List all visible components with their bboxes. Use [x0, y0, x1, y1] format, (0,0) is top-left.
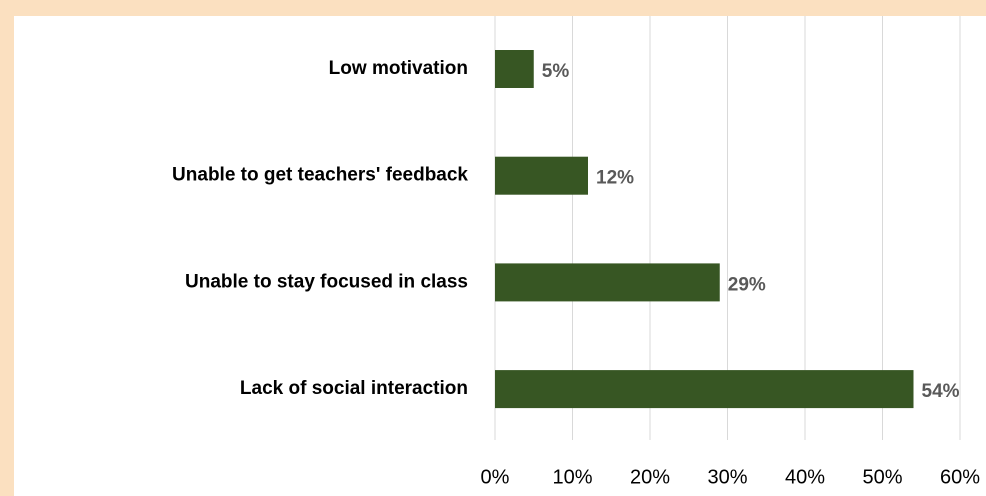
bar [495, 370, 914, 409]
plot-panel [14, 16, 986, 496]
x-tick-label: 20% [630, 466, 670, 488]
value-label: 5% [542, 61, 570, 82]
x-tick-label: 40% [785, 466, 825, 488]
bar [495, 156, 588, 195]
x-tick-label: 10% [552, 466, 592, 488]
value-label: 29% [728, 274, 766, 295]
category-label: Unable to get teachers' feedback [172, 165, 468, 186]
value-label: 12% [596, 168, 634, 189]
x-tick-label: 0% [481, 466, 510, 488]
category-label: Low motivation [329, 58, 468, 79]
category-label: Unable to stay focused in class [185, 271, 468, 292]
bar [495, 50, 534, 88]
x-tick-label: 30% [707, 466, 747, 488]
value-label: 54% [922, 381, 960, 402]
bar [495, 263, 720, 302]
category-label: Lack of social interaction [240, 378, 468, 399]
x-tick-label: 60% [940, 466, 980, 488]
x-tick-label: 50% [862, 466, 902, 488]
